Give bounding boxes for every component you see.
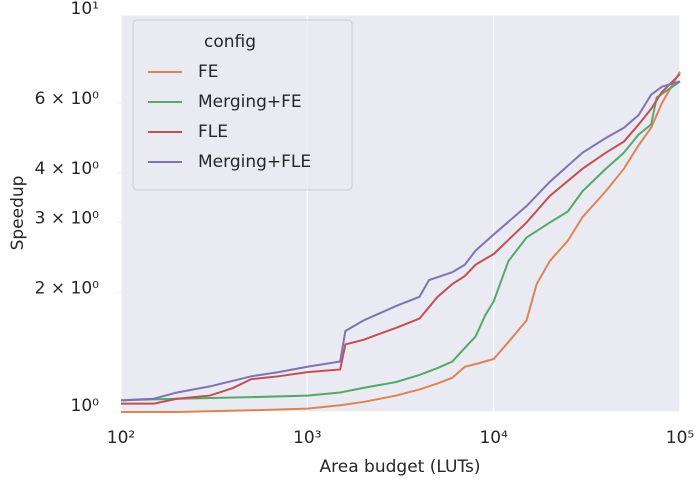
legend-box xyxy=(132,19,353,191)
y-minor-tick-label: 3 × 10⁰ xyxy=(35,209,99,229)
y-tick-label: 10⁰ xyxy=(71,396,100,416)
legend-label: Merging+FLE xyxy=(198,152,311,172)
legend: config FE Merging+FE FLE Merging+FLE xyxy=(132,19,353,191)
x-tick-label: 10⁴ xyxy=(479,428,508,448)
y-minor-tick-label: 6 × 10⁰ xyxy=(35,89,99,109)
series-line xyxy=(120,80,681,402)
y-minor-tick-label: 4 × 10⁰ xyxy=(35,159,99,179)
ticks: 10² 10³ 10⁴ 10⁵ 10⁰ 10¹ 2 × 10⁰ 3 × 10⁰ 4 × 10⁰ 6… xyxy=(35,0,695,448)
series-line xyxy=(120,80,681,402)
legend-label: Merging+FE xyxy=(198,92,302,112)
y-minor-tick-label: 2 × 10⁰ xyxy=(35,278,99,298)
series-line xyxy=(121,73,681,405)
x-axis-label: Area budget (LUTs) xyxy=(320,457,481,477)
legend-title: config xyxy=(204,32,256,52)
x-tick-label: 10² xyxy=(107,428,135,448)
legend-label: FE xyxy=(198,62,219,82)
y-tick-label: 10¹ xyxy=(71,0,99,19)
x-tick-label: 10³ xyxy=(293,428,321,448)
y-axis-label: Speedup xyxy=(8,176,28,251)
series-line xyxy=(121,71,681,413)
lines xyxy=(120,71,681,413)
x-tick-label: 10⁵ xyxy=(666,428,694,448)
legend-label: FLE xyxy=(198,122,228,142)
